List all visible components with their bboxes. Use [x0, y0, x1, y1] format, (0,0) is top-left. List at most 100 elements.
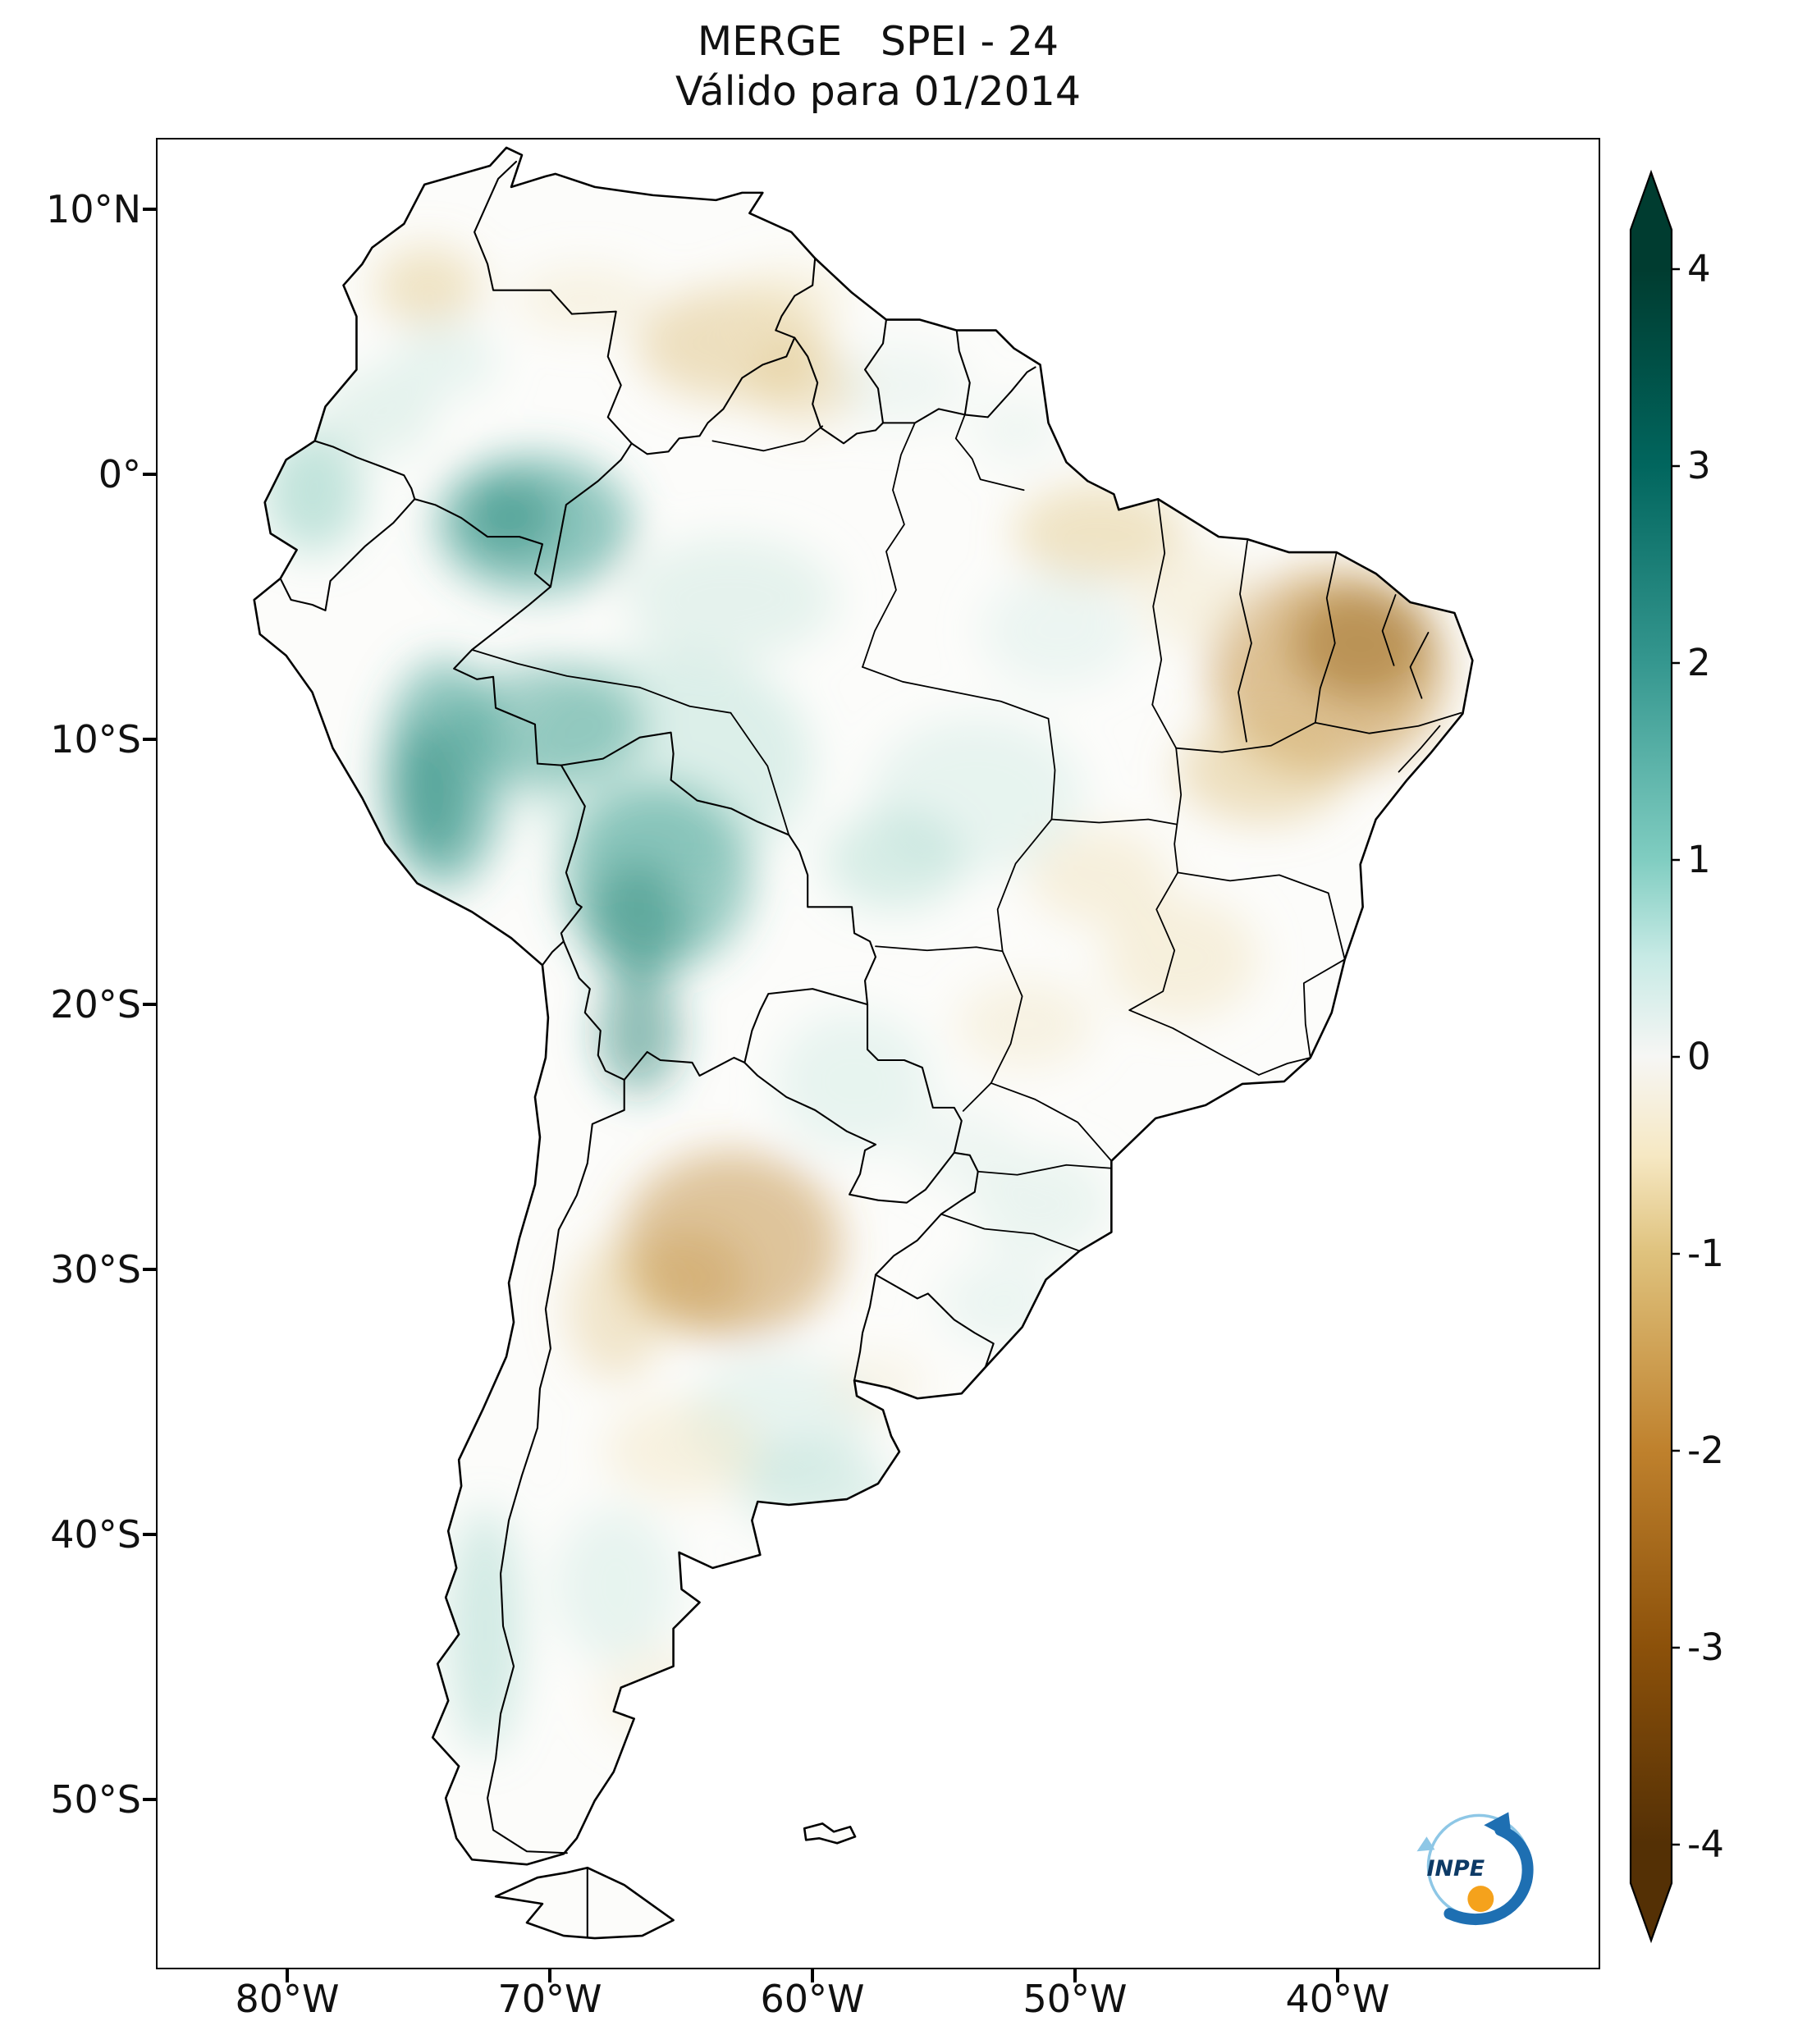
- paraguay-argentina-border: [743, 1061, 955, 1204]
- colombia-ecuador-border: [313, 440, 416, 501]
- state-border: [1047, 717, 1056, 821]
- spei-region-dry-moderate-east-para: [1013, 483, 1186, 583]
- lon-tickmark: [548, 1969, 551, 1982]
- spei-region-wet-intense-bolivia-core: [587, 860, 686, 984]
- lat-tick-0: 0°: [98, 452, 141, 496]
- cbar-tick-1: 1: [1687, 838, 1711, 881]
- paraguay-brazil-border: [866, 1004, 963, 1154]
- guyana-suriname-border: [863, 318, 888, 424]
- suriname-brazil-border: [881, 408, 966, 424]
- colorbar-tickmarks: [1672, 268, 1680, 1846]
- state-border: [996, 818, 1053, 953]
- lon-tick-50w: 50°W: [1023, 1977, 1128, 2021]
- suriname-guiana-border: [955, 329, 971, 416]
- state-border: [875, 945, 1004, 953]
- lon-tickmark: [1336, 1969, 1339, 1982]
- cbar-tick-m1: -1: [1687, 1232, 1724, 1275]
- map-frame: INPE: [156, 138, 1600, 1969]
- lat-tickmark: [143, 473, 156, 476]
- spei-region-dry-light-goias: [1029, 827, 1169, 926]
- state-border: [1314, 711, 1462, 734]
- colombia-brazil-border: [549, 442, 633, 588]
- spei-region-wet-light-central-colombia: [391, 323, 498, 398]
- spei-region-wet-light-rio-grande-do-sul: [939, 1257, 1063, 1348]
- state-border: [1381, 594, 1397, 666]
- argentina-brazil-border: [874, 1151, 979, 1276]
- lon-tickmark: [811, 1969, 814, 1982]
- venezuela-guyana-border: [775, 257, 817, 339]
- spei-region-dry-light-la-pampa: [603, 1401, 760, 1500]
- brazil-state-borders: [471, 414, 1462, 1252]
- spei-region-wet-moderate-mato-grosso: [825, 811, 964, 910]
- state-border: [1050, 818, 1178, 825]
- spei-region-dry-light-west-sao-paulo: [955, 979, 1096, 1069]
- lat-tickmark: [143, 1003, 156, 1006]
- state-border: [1151, 703, 1178, 749]
- state-border: [954, 414, 1025, 492]
- lat-tickmark: [143, 1798, 156, 1801]
- spei-region-dry-moderate-cuyo: [566, 1241, 666, 1381]
- bolivia-chile-border: [562, 940, 625, 1081]
- state-border: [940, 1213, 1081, 1252]
- state-border: [1175, 721, 1316, 753]
- lon-tick-80w: 80°W: [235, 1977, 340, 2021]
- state-border: [962, 950, 1023, 1112]
- colombia-peru-border: [414, 498, 551, 588]
- cbar-tick-m2: -2: [1687, 1429, 1724, 1472]
- chart-subtitle: Válido para 01/2014: [675, 68, 1082, 115]
- bolivia-argentina-border: [623, 1050, 746, 1081]
- tierra-del-fuego-coastline: [494, 1866, 675, 1940]
- coastline: [253, 146, 1474, 1940]
- lon-tickmark: [1073, 1969, 1077, 1982]
- spei-region-wet-light-north-patagonia: [554, 1507, 678, 1663]
- lon-tickmark: [286, 1969, 289, 1982]
- state-border: [471, 648, 641, 688]
- colorbar-gradient-bar: [1629, 169, 1673, 1944]
- lat-tickmark: [143, 1268, 156, 1271]
- cbar-tick-2: 2: [1687, 641, 1711, 684]
- peru-bolivia-border: [560, 764, 586, 943]
- chart-title: MERGE SPEI - 24: [697, 18, 1059, 65]
- brazil-uruguay-border: [874, 1273, 995, 1369]
- spei-region-wet-light-paraguay: [775, 1012, 931, 1151]
- lat-tick-50s: 50°S: [50, 1777, 141, 1822]
- state-border: [1238, 540, 1252, 743]
- guiana-brazil-border: [963, 366, 1036, 418]
- spei-region-wet-light-sw-colombia: [321, 368, 437, 460]
- spei-region-wet-light-amapa: [972, 397, 1063, 464]
- lat-tickmark: [143, 738, 156, 741]
- tierra-del-fuego: [496, 1868, 674, 1939]
- state-border: [1151, 499, 1166, 706]
- state-border: [711, 425, 824, 452]
- inpe-logo-text: INPE: [1426, 1856, 1485, 1882]
- state-border: [990, 1082, 1113, 1162]
- falklands-coastline: [803, 1822, 857, 1845]
- title-block: MERGE SPEI - 24 Válido para 01/2014: [156, 16, 1600, 117]
- lon-tick-40w: 40°W: [1285, 1977, 1390, 2021]
- state-border: [1128, 871, 1179, 1011]
- spei-region-wet-moderate-south-chile: [448, 1507, 522, 1754]
- state-border: [730, 711, 790, 836]
- state-border: [862, 665, 1050, 720]
- inpe-logo: INPE: [1416, 1812, 1534, 1926]
- lat-tick-20s: 20°S: [50, 982, 141, 1027]
- spei-region-wet-moderate-ecuador-coast: [263, 430, 363, 554]
- state-border: [1258, 1057, 1311, 1076]
- ecuador-peru-border: [279, 498, 416, 612]
- lat-tick-30s: 30°S: [50, 1247, 141, 1292]
- lon-tick-70w: 70°W: [497, 1977, 602, 2021]
- state-border: [862, 422, 916, 668]
- cbar-tick-m4: -4: [1687, 1822, 1724, 1866]
- spei-region-wet-intense-peru-andes-core: [395, 720, 469, 861]
- spei-region-wet-strong-acre: [456, 663, 645, 787]
- spei-region-wet-intense-south-bolivia: [597, 971, 680, 1094]
- lat-tick-10n: 10°N: [46, 187, 141, 231]
- spei-region-dry-light-minas-gerais: [1103, 897, 1259, 1021]
- lat-tickmark: [143, 1533, 156, 1536]
- cbar-tick-3: 3: [1687, 444, 1711, 487]
- spei-region-wet-light-lower-amazon: [980, 574, 1137, 688]
- peru-brazil-border: [453, 585, 562, 766]
- inpe-orbit-arrowhead: [1416, 1836, 1435, 1852]
- state-border: [1128, 1009, 1260, 1076]
